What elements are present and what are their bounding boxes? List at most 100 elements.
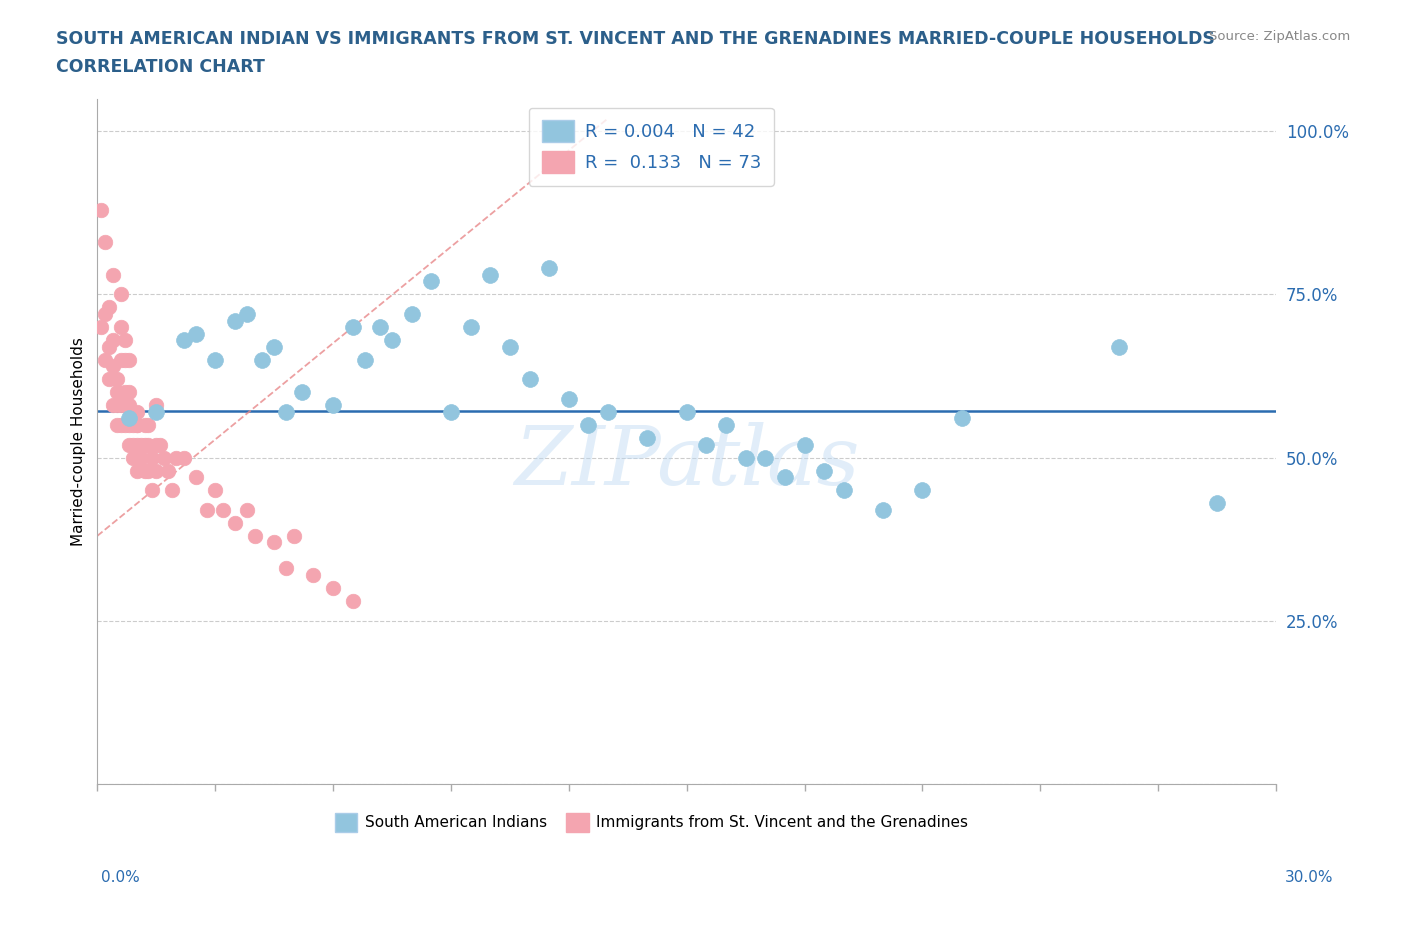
Point	[519, 372, 541, 387]
Point	[160, 483, 183, 498]
Point	[165, 450, 187, 465]
Point	[283, 528, 305, 543]
Point	[499, 339, 522, 354]
Point	[114, 418, 136, 432]
Point	[460, 320, 482, 335]
Point	[342, 320, 364, 335]
Point	[141, 483, 163, 498]
Point	[114, 333, 136, 348]
Point	[440, 405, 463, 419]
Point	[129, 437, 152, 452]
Point	[145, 405, 167, 419]
Point	[138, 437, 160, 452]
Text: Source: ZipAtlas.com: Source: ZipAtlas.com	[1209, 30, 1350, 43]
Point	[121, 450, 143, 465]
Point	[134, 437, 156, 452]
Point	[138, 463, 160, 478]
Point	[118, 385, 141, 400]
Point	[110, 398, 132, 413]
Point	[145, 463, 167, 478]
Point	[125, 450, 148, 465]
Point	[134, 463, 156, 478]
Point	[121, 418, 143, 432]
Point	[754, 450, 776, 465]
Text: 30.0%: 30.0%	[1285, 870, 1333, 884]
Point	[118, 437, 141, 452]
Point	[118, 352, 141, 367]
Point	[353, 352, 375, 367]
Point	[149, 437, 172, 452]
Point	[224, 313, 246, 328]
Point	[125, 418, 148, 432]
Point	[98, 339, 121, 354]
Point	[101, 268, 124, 283]
Point	[105, 418, 128, 432]
Point	[118, 398, 141, 413]
Point	[950, 411, 973, 426]
Point	[101, 359, 124, 374]
Point	[141, 450, 163, 465]
Text: ZIPatlas: ZIPatlas	[515, 422, 859, 502]
Point	[105, 398, 128, 413]
Point	[204, 483, 226, 498]
Point	[121, 405, 143, 419]
Point	[401, 307, 423, 322]
Point	[342, 593, 364, 608]
Point	[129, 450, 152, 465]
Point	[302, 567, 325, 582]
Point	[105, 385, 128, 400]
Point	[381, 333, 404, 348]
Point	[598, 405, 620, 419]
Point	[110, 352, 132, 367]
Point	[138, 418, 160, 432]
Point	[1206, 496, 1229, 511]
Point	[911, 483, 934, 498]
Point	[291, 385, 314, 400]
Text: CORRELATION CHART: CORRELATION CHART	[56, 58, 266, 75]
Point	[734, 450, 756, 465]
Point	[558, 392, 581, 406]
Point	[114, 398, 136, 413]
Point	[243, 528, 266, 543]
Point	[157, 463, 180, 478]
Point	[110, 320, 132, 335]
Point	[813, 463, 835, 478]
Point	[263, 339, 285, 354]
Point	[479, 268, 502, 283]
Point	[420, 274, 443, 289]
Point	[212, 502, 235, 517]
Point	[235, 307, 257, 322]
Point	[101, 333, 124, 348]
Point	[94, 234, 117, 249]
Point	[145, 437, 167, 452]
Point	[90, 320, 112, 335]
Point	[578, 418, 600, 432]
Point	[1108, 339, 1130, 354]
Point	[695, 437, 717, 452]
Point	[184, 470, 207, 485]
Point	[204, 352, 226, 367]
Point	[322, 580, 344, 595]
Point	[252, 352, 274, 367]
Text: 0.0%: 0.0%	[101, 870, 141, 884]
Point	[195, 502, 218, 517]
Point	[98, 372, 121, 387]
Point	[94, 307, 117, 322]
Point	[118, 411, 141, 426]
Point	[773, 470, 796, 485]
Point	[145, 398, 167, 413]
Text: SOUTH AMERICAN INDIAN VS IMMIGRANTS FROM ST. VINCENT AND THE GRENADINES MARRIED-: SOUTH AMERICAN INDIAN VS IMMIGRANTS FROM…	[56, 30, 1215, 47]
Point	[153, 450, 176, 465]
Point	[793, 437, 815, 452]
Point	[274, 561, 297, 576]
Point	[263, 535, 285, 550]
Point	[714, 418, 737, 432]
Point	[94, 352, 117, 367]
Point	[114, 352, 136, 367]
Point	[125, 463, 148, 478]
Point	[118, 418, 141, 432]
Point	[224, 515, 246, 530]
Point	[125, 405, 148, 419]
Point	[114, 385, 136, 400]
Point	[101, 398, 124, 413]
